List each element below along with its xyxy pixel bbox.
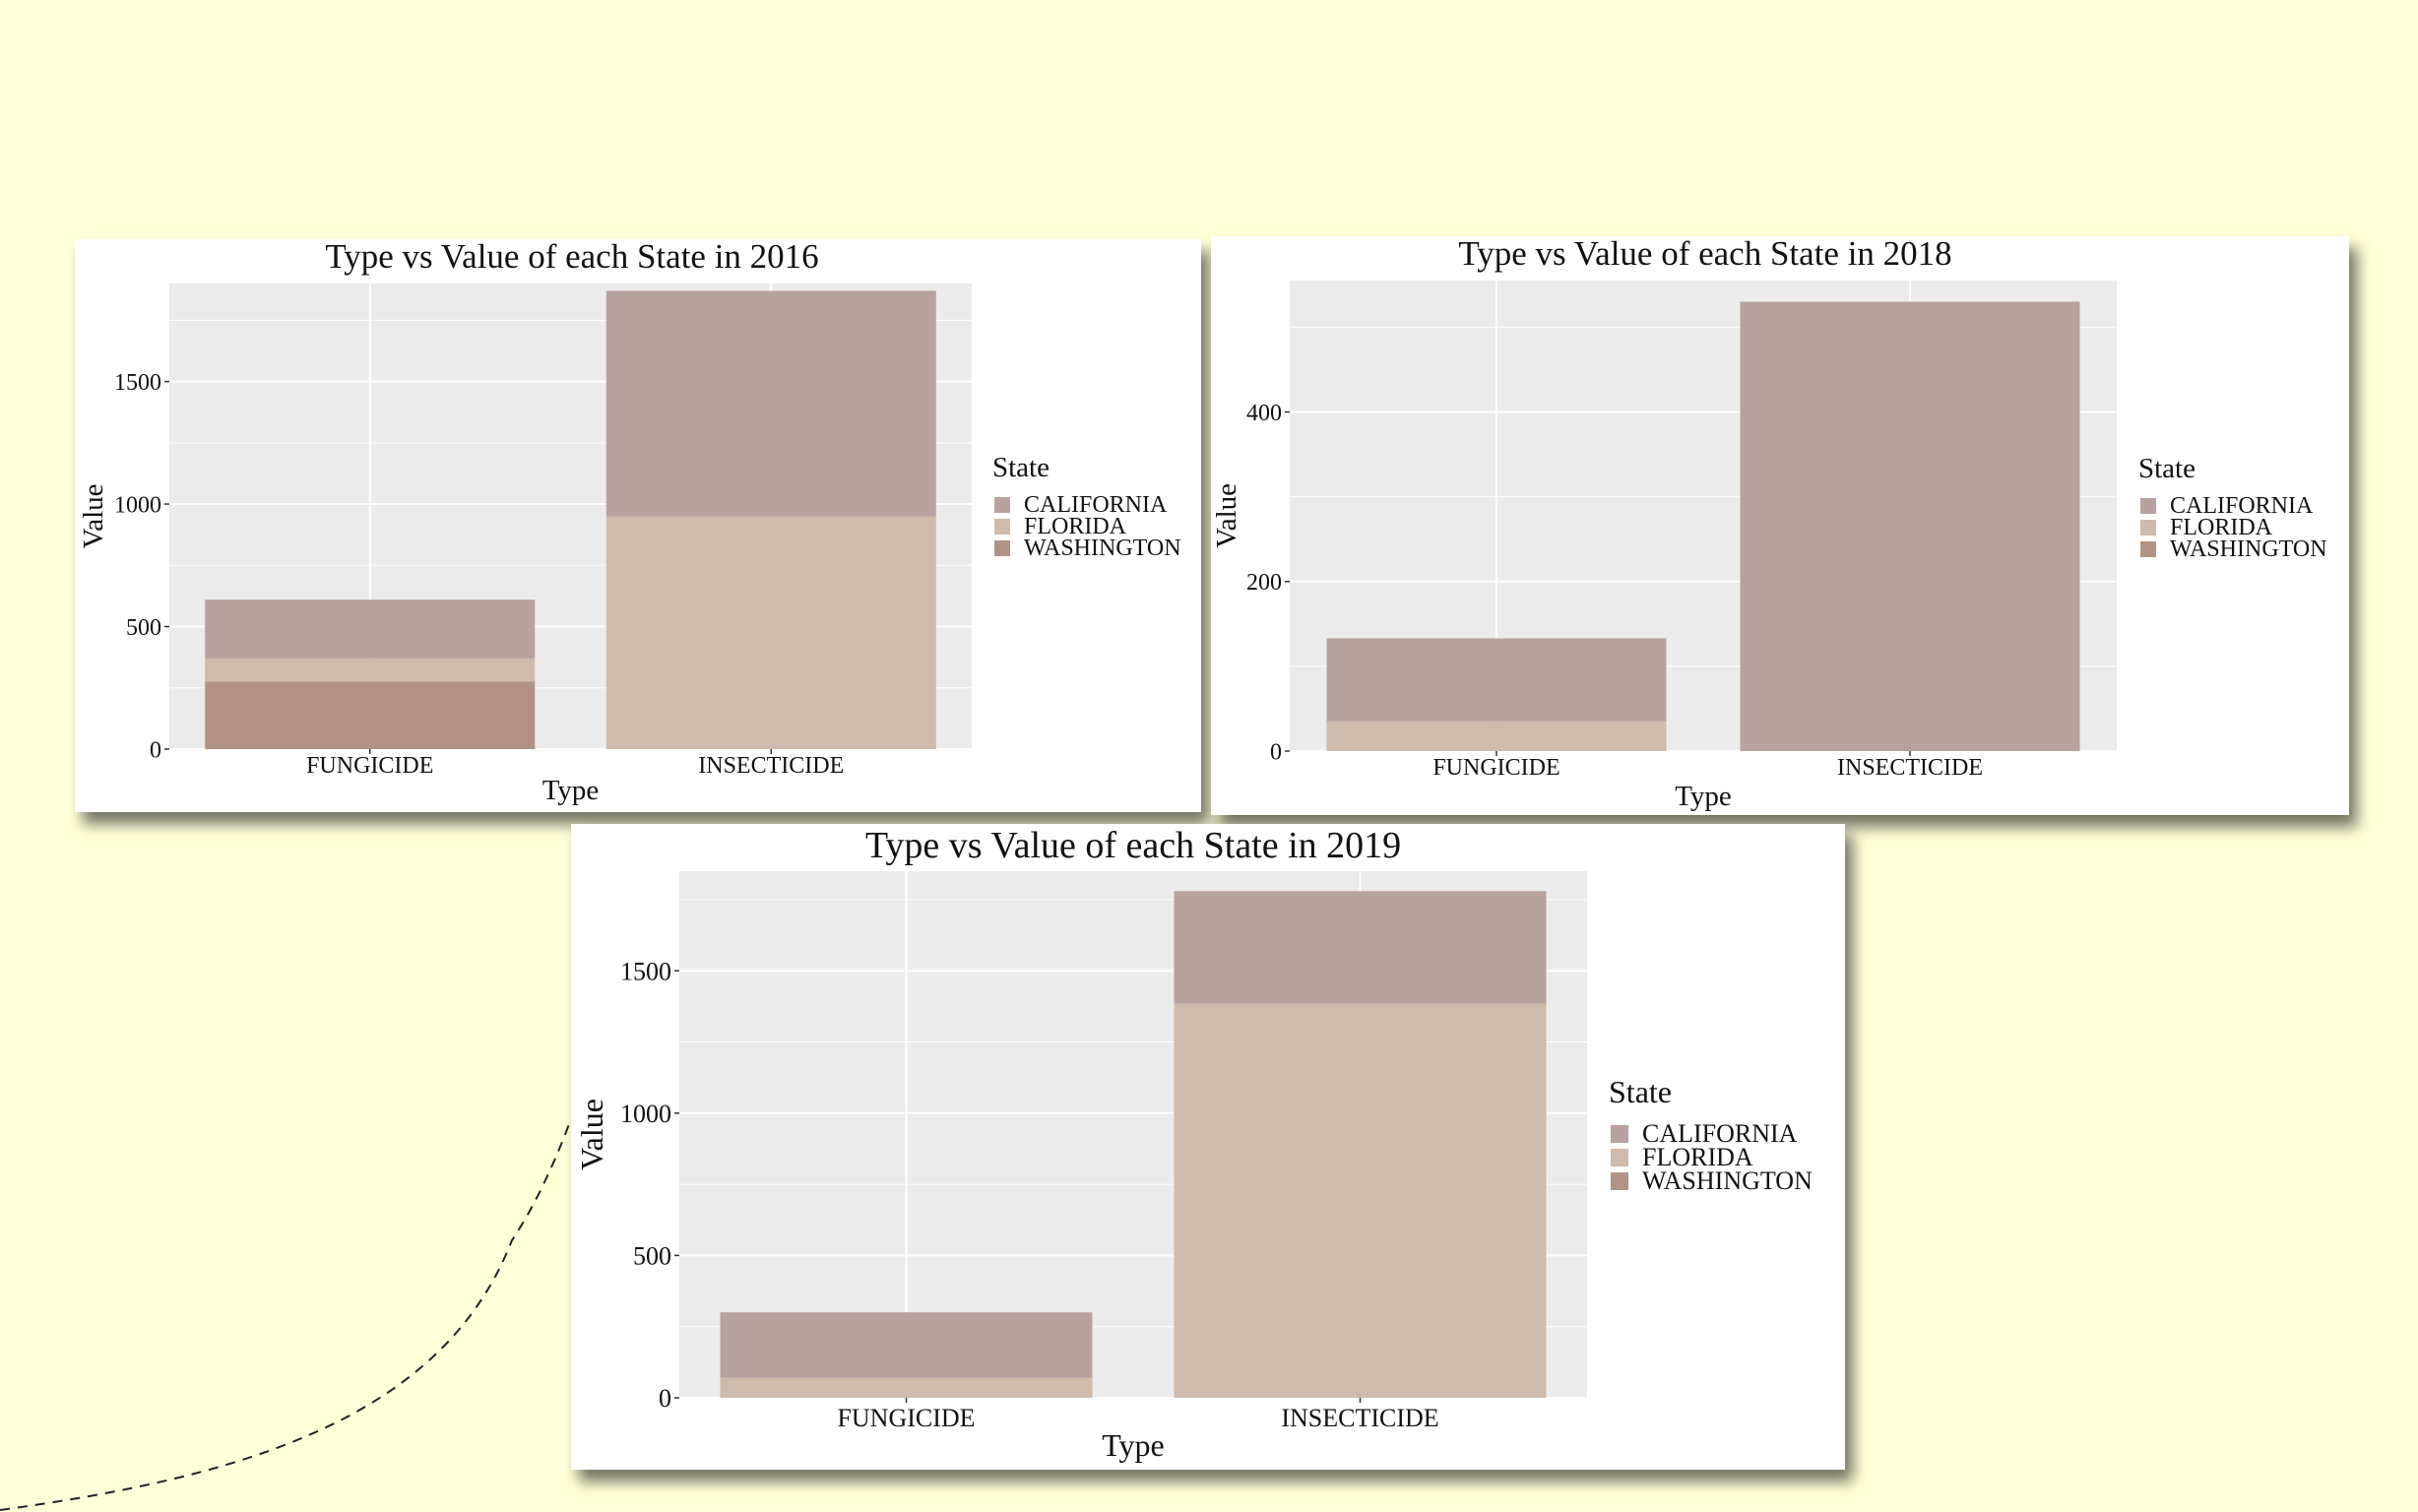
bar-florida-insecticide [605, 516, 936, 749]
legend-key-california [2140, 498, 2156, 514]
legend-key-california [1611, 1125, 1628, 1143]
legend-label-california: CALIFORNIA [1642, 1119, 1798, 1148]
legend-label-florida: FLORIDA [2170, 515, 2273, 540]
chart-2018: Type vs Value of each State in 2018 0 200 4… [1211, 236, 2327, 812]
legend-label-florida: FLORIDA [1024, 514, 1127, 539]
legend-key-florida [1611, 1149, 1628, 1166]
chart-title: Type vs Value of each State in 2019 [865, 825, 1401, 866]
x-tick-label: FUNGICIDE [837, 1404, 975, 1432]
chart-title: Type vs Value of each State in 2016 [325, 239, 818, 276]
legend-label-california: CALIFORNIA [1024, 492, 1168, 518]
x-axis-label: Type [542, 775, 600, 806]
chart-2019: Type vs Value of each State in 2019 0 500 1… [574, 825, 1813, 1463]
bar-california-insecticide [605, 290, 936, 517]
bar-florida-fungicide [720, 1377, 1093, 1398]
bar-florida-fungicide [1326, 721, 1667, 751]
x-axis-label: Type [1675, 781, 1732, 812]
x-tick-label: FUNGICIDE [1432, 755, 1559, 781]
x-tick-label: INSECTICIDE [698, 753, 844, 779]
bar-california-fungicide [1326, 638, 1667, 722]
y-tick-label: 500 [633, 1242, 671, 1271]
bar-florida-insecticide [1174, 1003, 1547, 1398]
chart-card-2016: Type vs Value of each State in 2016 0 500 1… [75, 239, 1201, 812]
legend-key-washington [2140, 541, 2156, 557]
y-axis-label: Value [1211, 483, 1242, 548]
legend-title: State [1609, 1074, 1672, 1109]
chart-2016: Type vs Value of each State in 2016 0 500 1… [78, 239, 1181, 806]
y-tick-label: 1000 [114, 492, 161, 518]
bar-washington-fungicide [205, 681, 536, 749]
bar-california-insecticide [1740, 301, 2080, 751]
legend-key-florida [2140, 520, 2156, 536]
legend-key-washington [994, 540, 1010, 556]
y-tick-label: 1500 [114, 370, 161, 396]
bar-california-fungicide [205, 599, 536, 659]
x-axis-label: Type [1102, 1427, 1165, 1463]
y-axis-label: Value [78, 483, 109, 548]
x-tick-label: INSECTICIDE [1837, 755, 1983, 781]
legend-label-washington: WASHINGTON [1642, 1166, 1813, 1195]
y-tick-label: 0 [150, 737, 161, 763]
y-tick-label: 0 [1270, 739, 1282, 765]
legend-label-california: CALIFORNIA [2170, 493, 2314, 519]
legend-label-florida: FLORIDA [1642, 1143, 1753, 1171]
bar-california-insecticide [1174, 891, 1547, 1004]
y-tick-label: 0 [659, 1384, 671, 1413]
bar-florida-fungicide [205, 658, 536, 682]
x-tick-label: FUNGICIDE [306, 753, 433, 779]
chart-card-2018: Type vs Value of each State in 2018 0 200 4… [1211, 236, 2349, 815]
y-tick-label: 1000 [620, 1100, 671, 1128]
y-tick-label: 500 [126, 615, 161, 641]
legend-label-washington: WASHINGTON [2170, 536, 2327, 562]
legend-label-washington: WASHINGTON [1024, 536, 1181, 561]
y-tick-label: 400 [1246, 401, 1282, 426]
legend-title: State [2138, 453, 2195, 484]
chart-card-2019: Type vs Value of each State in 2019 0 500 1… [571, 824, 1845, 1470]
y-axis-label: Value [574, 1099, 609, 1170]
legend-key-florida [994, 519, 1010, 535]
legend-key-washington [1611, 1172, 1628, 1190]
y-tick-label: 1500 [620, 957, 671, 985]
x-tick-label: INSECTICIDE [1281, 1404, 1438, 1432]
chart-title: Type vs Value of each State in 2018 [1458, 236, 1951, 273]
legend-key-california [994, 497, 1010, 513]
legend-title: State [992, 452, 1050, 483]
bar-california-fungicide [720, 1312, 1093, 1378]
y-tick-label: 200 [1246, 570, 1282, 596]
